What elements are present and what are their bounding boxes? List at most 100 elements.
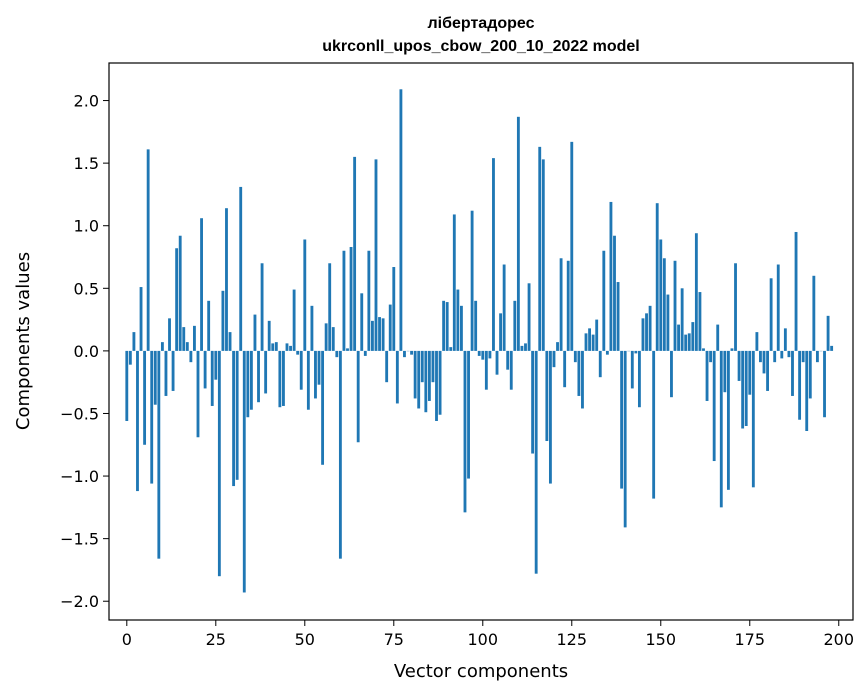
bar xyxy=(548,350,552,484)
bar xyxy=(306,350,310,410)
bar xyxy=(801,350,805,363)
y-axis-label: Components values xyxy=(13,252,34,430)
bar xyxy=(271,343,275,351)
bar xyxy=(506,350,510,370)
bar xyxy=(613,235,616,351)
y-tick-label: −1.0 xyxy=(60,467,99,486)
bar xyxy=(748,350,752,395)
bar xyxy=(595,319,599,351)
bar xyxy=(431,350,435,383)
bar xyxy=(805,350,809,431)
bar xyxy=(146,149,150,351)
bar xyxy=(723,350,727,393)
bar xyxy=(449,347,453,351)
bar xyxy=(659,239,663,351)
bar xyxy=(812,275,816,351)
bar xyxy=(363,350,367,356)
bar xyxy=(292,289,296,351)
bar xyxy=(399,89,403,351)
x-tick-label: 50 xyxy=(295,630,315,649)
bar xyxy=(249,350,253,410)
bar xyxy=(299,350,303,390)
bar xyxy=(420,350,424,383)
x-tick-label: 125 xyxy=(557,630,588,649)
bar xyxy=(353,156,357,351)
bar xyxy=(826,315,830,351)
bar xyxy=(769,278,773,351)
bar xyxy=(655,203,659,351)
x-tick-label: 175 xyxy=(734,630,765,649)
bar xyxy=(139,287,143,351)
bar xyxy=(221,290,225,351)
bar xyxy=(773,350,777,363)
bar xyxy=(264,350,268,394)
bar xyxy=(217,350,221,577)
bar xyxy=(214,350,218,380)
bar xyxy=(741,350,745,429)
bar xyxy=(157,350,161,559)
bar xyxy=(403,350,406,358)
bar xyxy=(719,350,723,508)
x-tick-label: 100 xyxy=(468,630,499,649)
bar xyxy=(609,201,613,351)
x-tick-label: 0 xyxy=(122,630,132,649)
bar xyxy=(210,350,214,406)
bar xyxy=(374,159,378,351)
bar xyxy=(516,116,520,351)
bar xyxy=(182,327,186,351)
plot-frame xyxy=(108,62,854,621)
bar xyxy=(175,248,179,351)
bar xyxy=(417,350,421,409)
bar xyxy=(303,239,307,351)
bar xyxy=(630,350,634,389)
bar xyxy=(128,350,132,365)
bar xyxy=(691,322,695,351)
x-tick-label: 25 xyxy=(206,630,226,649)
bar xyxy=(435,350,438,421)
y-tick-label: 0.5 xyxy=(74,279,99,298)
bar xyxy=(637,350,641,408)
bar xyxy=(734,263,737,351)
bar xyxy=(203,350,207,389)
bar xyxy=(524,343,527,351)
bar xyxy=(577,350,581,396)
bar xyxy=(160,342,164,351)
bar xyxy=(235,350,239,480)
bar xyxy=(232,350,236,487)
bar xyxy=(392,267,396,351)
bar xyxy=(751,350,755,488)
bar xyxy=(171,350,175,391)
bar xyxy=(257,350,260,403)
bar xyxy=(605,350,609,355)
bar xyxy=(246,350,250,418)
y-tick-label: 2.0 xyxy=(74,92,99,111)
bar xyxy=(267,320,271,351)
bar xyxy=(694,233,698,351)
bar xyxy=(136,350,139,492)
bar xyxy=(581,350,584,409)
bar xyxy=(492,158,495,351)
bar xyxy=(830,345,834,351)
bar xyxy=(452,214,456,351)
bar xyxy=(499,313,503,351)
bar xyxy=(239,186,243,351)
bar xyxy=(456,289,460,351)
bar xyxy=(367,250,371,351)
bar xyxy=(602,250,606,351)
bar xyxy=(324,323,328,351)
bar xyxy=(726,350,730,490)
chart-title-line1: лібертадорес xyxy=(428,15,535,32)
bar xyxy=(314,350,317,399)
bar xyxy=(274,342,278,351)
bar xyxy=(388,304,392,351)
bar xyxy=(207,300,211,351)
bar xyxy=(509,350,513,390)
bar xyxy=(687,333,691,351)
bar xyxy=(538,146,542,351)
bar xyxy=(360,293,364,351)
bar xyxy=(531,350,535,454)
y-tick-label: 0.0 xyxy=(74,342,99,361)
bar xyxy=(310,305,314,351)
bar xyxy=(438,350,442,415)
bar xyxy=(798,350,802,420)
